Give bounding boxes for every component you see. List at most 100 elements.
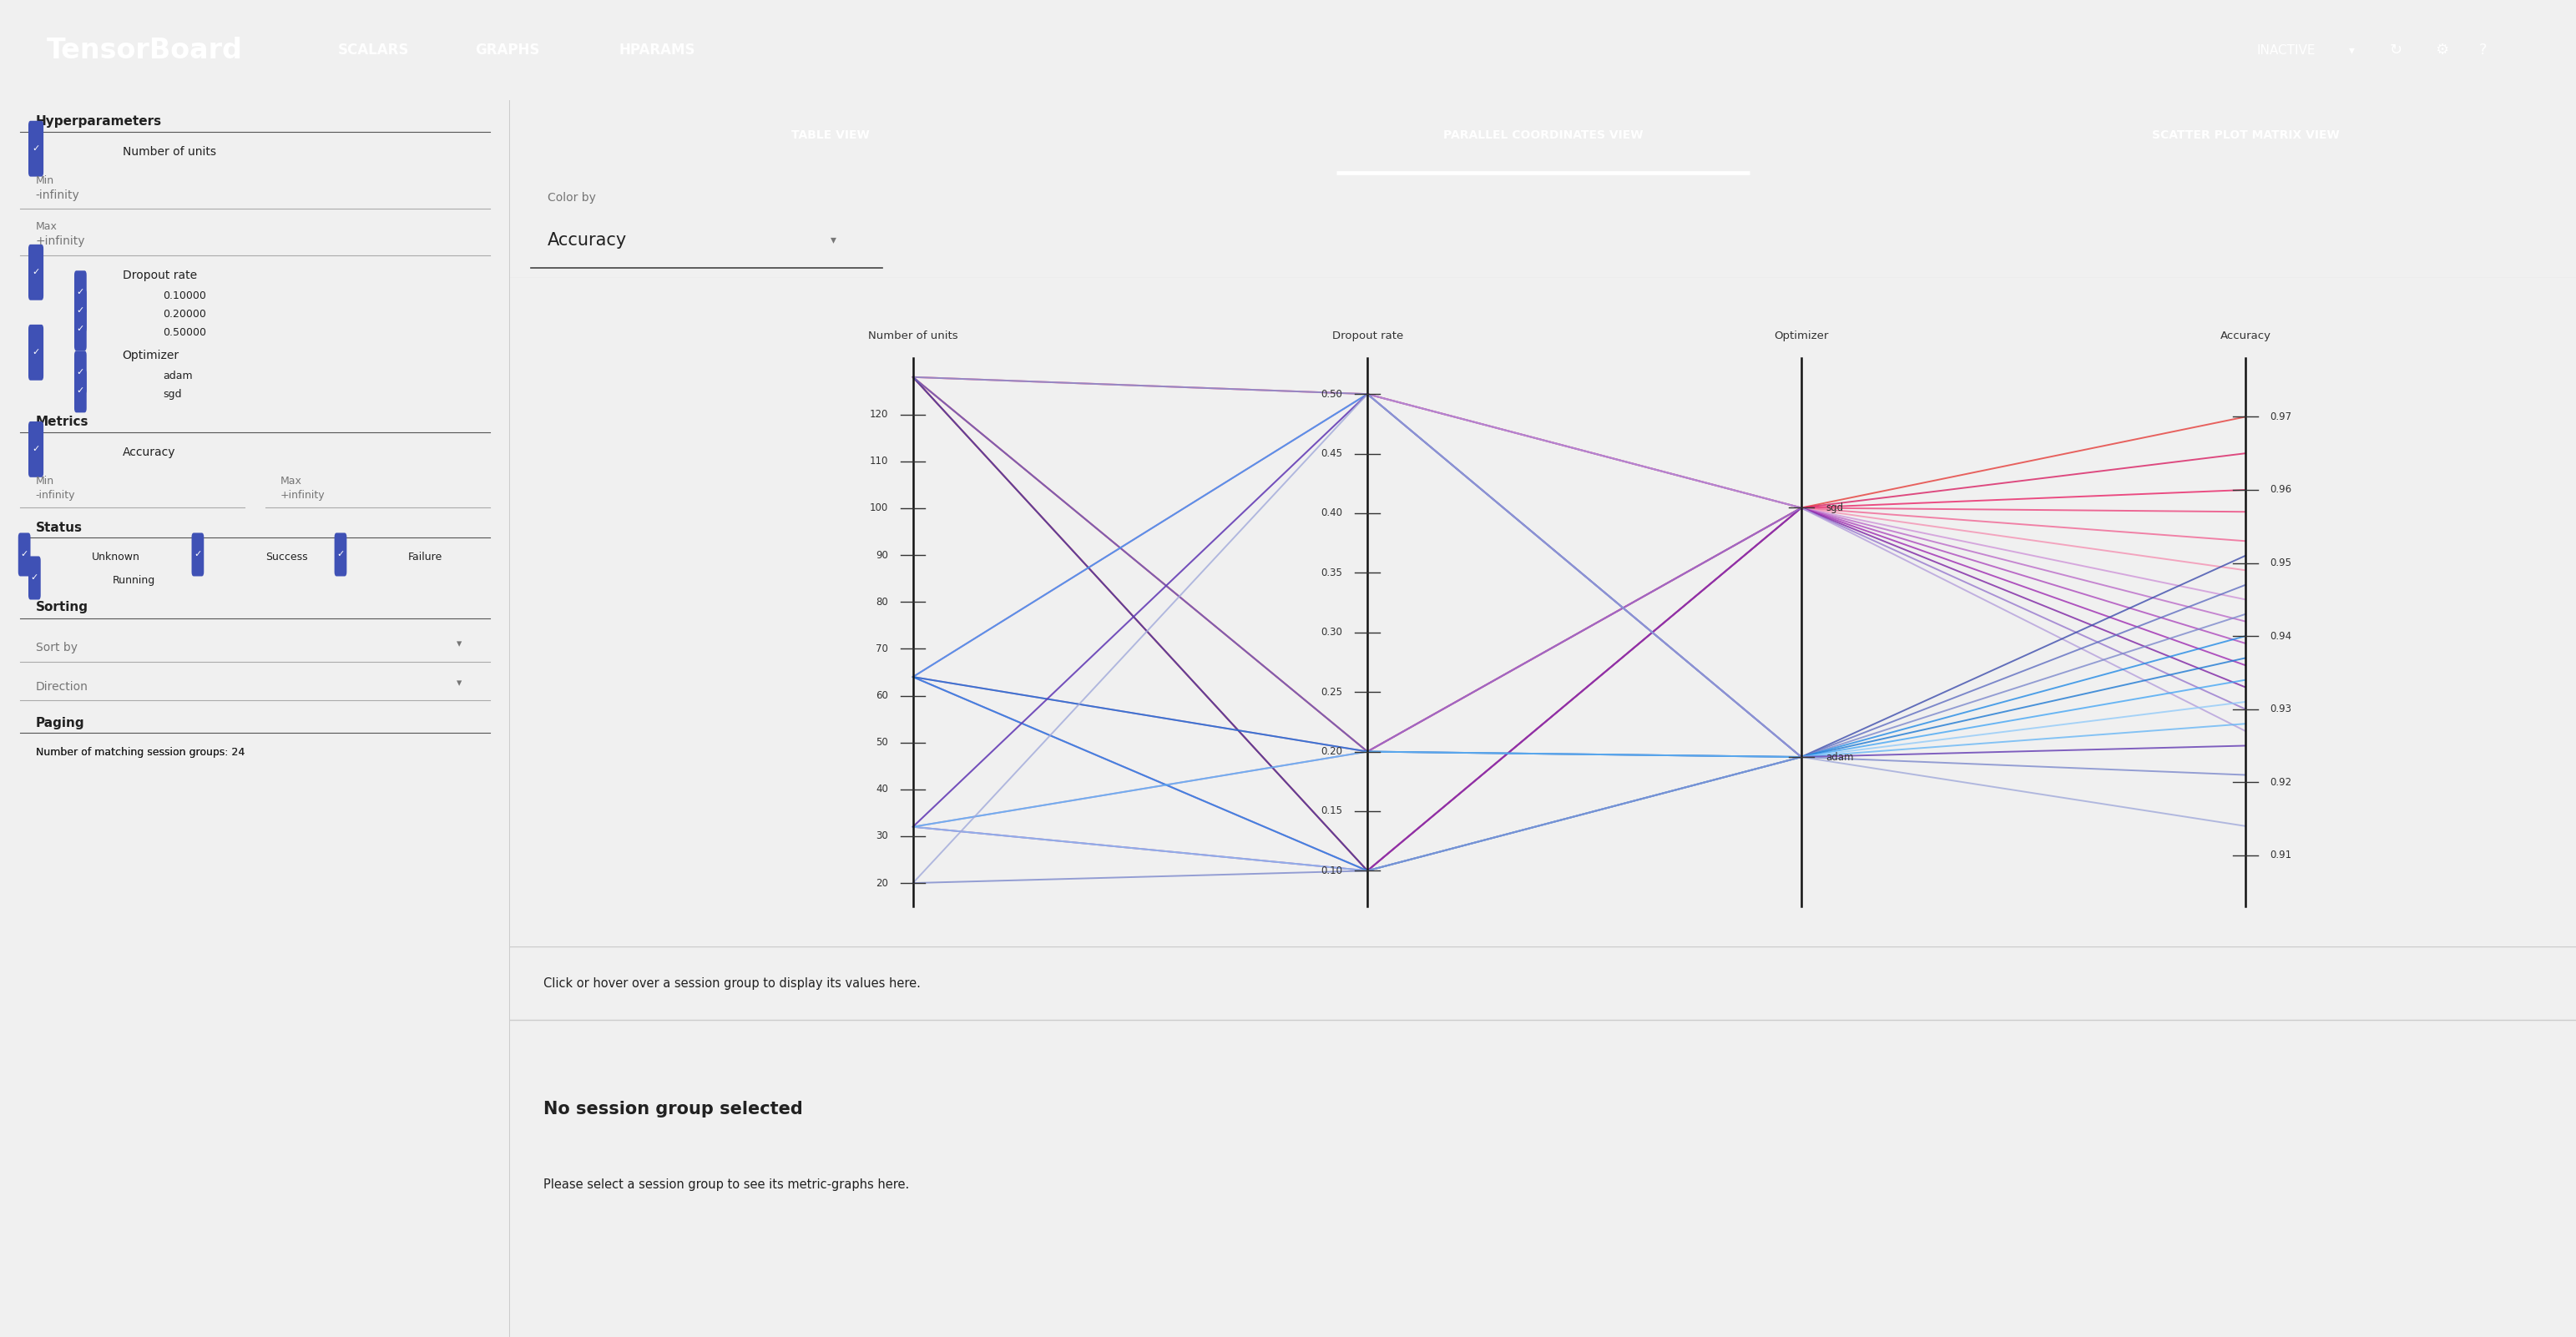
Text: Color by: Color by <box>546 193 595 203</box>
Text: 70: 70 <box>876 643 889 654</box>
Text: 0.93: 0.93 <box>2269 703 2293 714</box>
Text: 80: 80 <box>876 596 889 607</box>
Text: 0.50: 0.50 <box>1321 389 1342 400</box>
Text: adam: adam <box>1826 751 1855 762</box>
Text: Paging: Paging <box>36 717 85 729</box>
Text: 0.92: 0.92 <box>2269 777 2293 787</box>
Text: ✓: ✓ <box>77 306 85 316</box>
Text: ✓: ✓ <box>77 368 85 377</box>
Text: adam: adam <box>162 370 193 381</box>
Text: ✓: ✓ <box>337 551 345 559</box>
Text: 60: 60 <box>876 690 889 701</box>
Text: +infinity: +infinity <box>281 491 325 501</box>
FancyBboxPatch shape <box>193 533 204 575</box>
Text: sgd: sgd <box>162 389 183 400</box>
Text: ✓: ✓ <box>31 349 39 357</box>
Text: 100: 100 <box>871 503 889 513</box>
Text: 0.40: 0.40 <box>1321 508 1342 519</box>
Text: ✓: ✓ <box>77 386 85 394</box>
Text: TensorBoard: TensorBoard <box>46 36 242 64</box>
Text: Dropout rate: Dropout rate <box>1332 330 1404 341</box>
Text: 20: 20 <box>876 877 889 889</box>
Text: Max: Max <box>36 222 57 233</box>
Text: ✓: ✓ <box>31 144 39 152</box>
Text: -infinity: -infinity <box>36 190 80 202</box>
Text: 0.96: 0.96 <box>2269 484 2293 495</box>
Text: SCATTER PLOT MATRIX VIEW: SCATTER PLOT MATRIX VIEW <box>2151 130 2339 140</box>
Text: No session group selected: No session group selected <box>544 1100 804 1118</box>
Text: GRAPHS: GRAPHS <box>474 43 541 57</box>
Text: INACTIVE: INACTIVE <box>2257 44 2316 56</box>
Text: ✓: ✓ <box>77 289 85 297</box>
Text: Unknown: Unknown <box>93 552 139 563</box>
Text: 0.15: 0.15 <box>1321 806 1342 817</box>
Text: TABLE VIEW: TABLE VIEW <box>791 130 868 140</box>
Text: 90: 90 <box>876 550 889 560</box>
Text: Min: Min <box>36 476 54 487</box>
Text: Hyperparameters: Hyperparameters <box>36 115 162 128</box>
Text: Please select a session group to see its metric-graphs here.: Please select a session group to see its… <box>544 1179 909 1191</box>
Text: 0.97: 0.97 <box>2269 412 2293 422</box>
Text: Min: Min <box>36 175 54 186</box>
Text: 0.50000: 0.50000 <box>162 328 206 338</box>
FancyBboxPatch shape <box>75 370 85 412</box>
Text: ▾: ▾ <box>829 234 837 246</box>
Text: Sorting: Sorting <box>36 602 88 614</box>
Text: 0.94: 0.94 <box>2269 631 2293 642</box>
Text: 40: 40 <box>876 783 889 794</box>
Text: 30: 30 <box>876 830 889 841</box>
Text: ✓: ✓ <box>31 445 39 453</box>
Text: 0.10: 0.10 <box>1321 865 1342 876</box>
Text: ▾: ▾ <box>2349 44 2354 56</box>
Text: Click or hover over a session group to display its values here.: Click or hover over a session group to d… <box>544 977 920 989</box>
Text: Running: Running <box>113 575 155 586</box>
Text: ✓: ✓ <box>31 574 39 582</box>
Text: ✓: ✓ <box>193 551 201 559</box>
Text: 0.95: 0.95 <box>2269 558 2293 568</box>
FancyBboxPatch shape <box>335 533 345 575</box>
Text: sgd: sgd <box>1826 503 1844 513</box>
Text: -infinity: -infinity <box>36 491 75 501</box>
Text: 0.45: 0.45 <box>1321 448 1342 459</box>
Text: Sort by: Sort by <box>36 642 77 652</box>
Text: ▾: ▾ <box>456 639 461 650</box>
Text: HPARAMS: HPARAMS <box>618 43 696 57</box>
FancyBboxPatch shape <box>28 422 44 476</box>
Text: 0.20: 0.20 <box>1321 746 1342 757</box>
Text: 0.10000: 0.10000 <box>162 290 206 302</box>
Text: Failure: Failure <box>407 552 443 563</box>
Text: ✓: ✓ <box>31 269 39 277</box>
Text: Max: Max <box>281 476 301 487</box>
FancyBboxPatch shape <box>28 325 44 380</box>
Text: Success: Success <box>265 552 307 563</box>
Text: 0.20000: 0.20000 <box>162 309 206 320</box>
Text: Number of units: Number of units <box>868 330 958 341</box>
Text: Number of matching session groups: 24: Number of matching session groups: 24 <box>36 746 245 758</box>
Text: Status: Status <box>36 521 82 535</box>
Text: 0.35: 0.35 <box>1321 567 1342 578</box>
Text: Dropout rate: Dropout rate <box>124 270 196 282</box>
Text: Accuracy: Accuracy <box>2221 330 2272 341</box>
Text: ▾: ▾ <box>456 678 461 689</box>
Text: 120: 120 <box>871 409 889 420</box>
FancyBboxPatch shape <box>18 533 31 575</box>
FancyBboxPatch shape <box>28 122 44 176</box>
Text: 110: 110 <box>871 456 889 467</box>
FancyBboxPatch shape <box>28 245 44 299</box>
Text: PARALLEL COORDINATES VIEW: PARALLEL COORDINATES VIEW <box>1443 130 1643 140</box>
Text: 0.25: 0.25 <box>1321 687 1342 698</box>
Text: Number of units: Number of units <box>124 146 216 158</box>
Text: 0.30: 0.30 <box>1321 627 1342 638</box>
Text: Optimizer: Optimizer <box>1775 330 1829 341</box>
Text: Optimizer: Optimizer <box>124 350 180 361</box>
Text: Direction: Direction <box>36 681 88 693</box>
Text: Metrics: Metrics <box>36 416 88 428</box>
Text: Number of matching session groups: 24: Number of matching session groups: 24 <box>36 746 245 758</box>
Text: Accuracy: Accuracy <box>546 231 626 249</box>
FancyBboxPatch shape <box>75 271 85 313</box>
Text: ✓: ✓ <box>21 551 28 559</box>
Text: +infinity: +infinity <box>36 235 85 247</box>
Text: ?: ? <box>2478 43 2488 57</box>
FancyBboxPatch shape <box>75 308 85 350</box>
Text: ↻: ↻ <box>2391 43 2401 57</box>
